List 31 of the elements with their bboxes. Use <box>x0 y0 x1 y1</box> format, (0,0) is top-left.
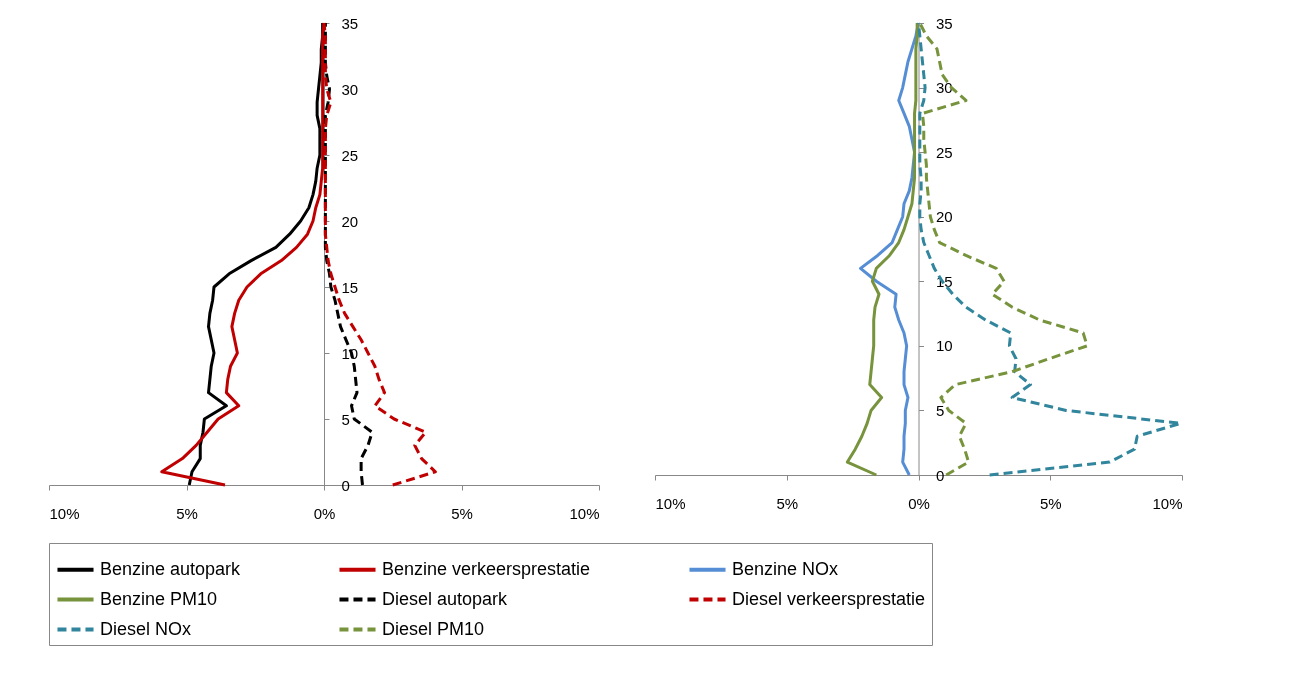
legend-label: Diesel PM10 <box>382 618 485 639</box>
x-tick-label: 5% <box>776 494 799 512</box>
y-tick-label: 0 <box>341 476 350 494</box>
y-tick-label: 35 <box>936 14 953 32</box>
y-tick-label: 20 <box>936 208 953 226</box>
legend-label: Diesel autopark <box>382 588 509 609</box>
x-tick-label: 10% <box>1152 494 1183 512</box>
legend-label: Benzine PM10 <box>100 588 218 609</box>
legend-label: Diesel NOx <box>100 618 192 639</box>
y-tick-label: 5 <box>936 401 945 419</box>
legend-label: Diesel verkeersprestatie <box>732 588 926 609</box>
y-tick-label: 25 <box>341 146 359 164</box>
y-tick-label: 20 <box>341 212 359 230</box>
x-tick-label: 10% <box>655 494 686 512</box>
y-tick-label: 15 <box>341 278 359 296</box>
x-tick-label: 10% <box>49 504 80 522</box>
x-tick-label: 5% <box>176 504 198 522</box>
legend-label: Benzine verkeersprestatie <box>382 558 591 579</box>
x-tick-label: 5% <box>451 504 473 522</box>
legend-label: Benzine autopark <box>100 558 242 579</box>
y-tick-label: 0 <box>936 466 945 484</box>
x-tick-label: 5% <box>1039 494 1062 512</box>
y-tick-label: 5 <box>341 410 350 428</box>
x-tick-label: 0% <box>313 504 336 522</box>
y-tick-label: 25 <box>936 143 953 161</box>
y-tick-label: 10 <box>936 337 953 355</box>
x-tick-label: 0% <box>908 494 930 512</box>
y-tick-label: 35 <box>341 14 359 32</box>
y-tick-label: 30 <box>341 80 359 98</box>
legend-label: Benzine NOx <box>732 558 839 579</box>
x-tick-label: 10% <box>569 504 600 522</box>
